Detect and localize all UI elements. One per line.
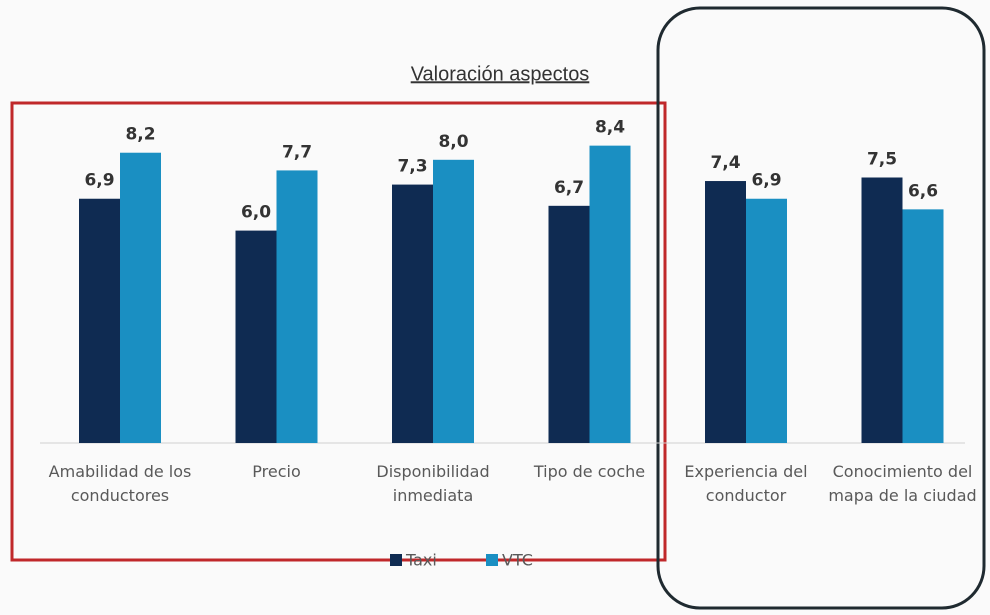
value-label: 7,3 xyxy=(397,157,427,177)
black-frame xyxy=(656,6,986,610)
value-label: 7,5 xyxy=(867,150,897,170)
value-label: 6,6 xyxy=(908,181,938,201)
value-label: 6,9 xyxy=(84,171,114,191)
legend-swatch xyxy=(486,554,498,566)
x-tick-label: Disponibilidad inmediata xyxy=(376,462,490,505)
red-frame xyxy=(10,101,667,562)
bar xyxy=(902,209,944,443)
value-label: 7,7 xyxy=(282,142,312,162)
bar xyxy=(548,205,590,443)
x-tick-label: Amabilidad de los conductores xyxy=(48,462,192,505)
bar xyxy=(433,159,474,444)
bar xyxy=(861,177,903,443)
bar xyxy=(79,198,120,443)
value-label: 8,4 xyxy=(595,118,625,138)
bar xyxy=(276,170,318,444)
chart-title: Valoración aspectos xyxy=(411,63,590,85)
value-label: 8,2 xyxy=(125,125,155,145)
x-tick-label: Conocimiento del mapa de la ciudad xyxy=(828,462,977,505)
bar xyxy=(120,152,161,443)
bar xyxy=(705,181,746,444)
x-tick-label: Precio xyxy=(252,462,301,481)
x-tick-label: Tipo de coche xyxy=(533,462,646,481)
value-label: 8,0 xyxy=(438,132,468,152)
bar xyxy=(392,184,433,443)
value-label: 7,4 xyxy=(710,153,740,173)
bar xyxy=(589,145,631,443)
legend-swatch xyxy=(390,554,402,566)
value-label: 6,0 xyxy=(241,203,271,223)
bar xyxy=(235,230,277,443)
legend-label: Taxi xyxy=(405,551,437,570)
bar xyxy=(746,198,787,443)
value-label: 6,7 xyxy=(554,178,584,198)
legend-label: VTC xyxy=(502,551,533,570)
x-tick-label: Experiencia del conductor xyxy=(684,462,808,505)
value-label: 6,9 xyxy=(751,171,781,191)
